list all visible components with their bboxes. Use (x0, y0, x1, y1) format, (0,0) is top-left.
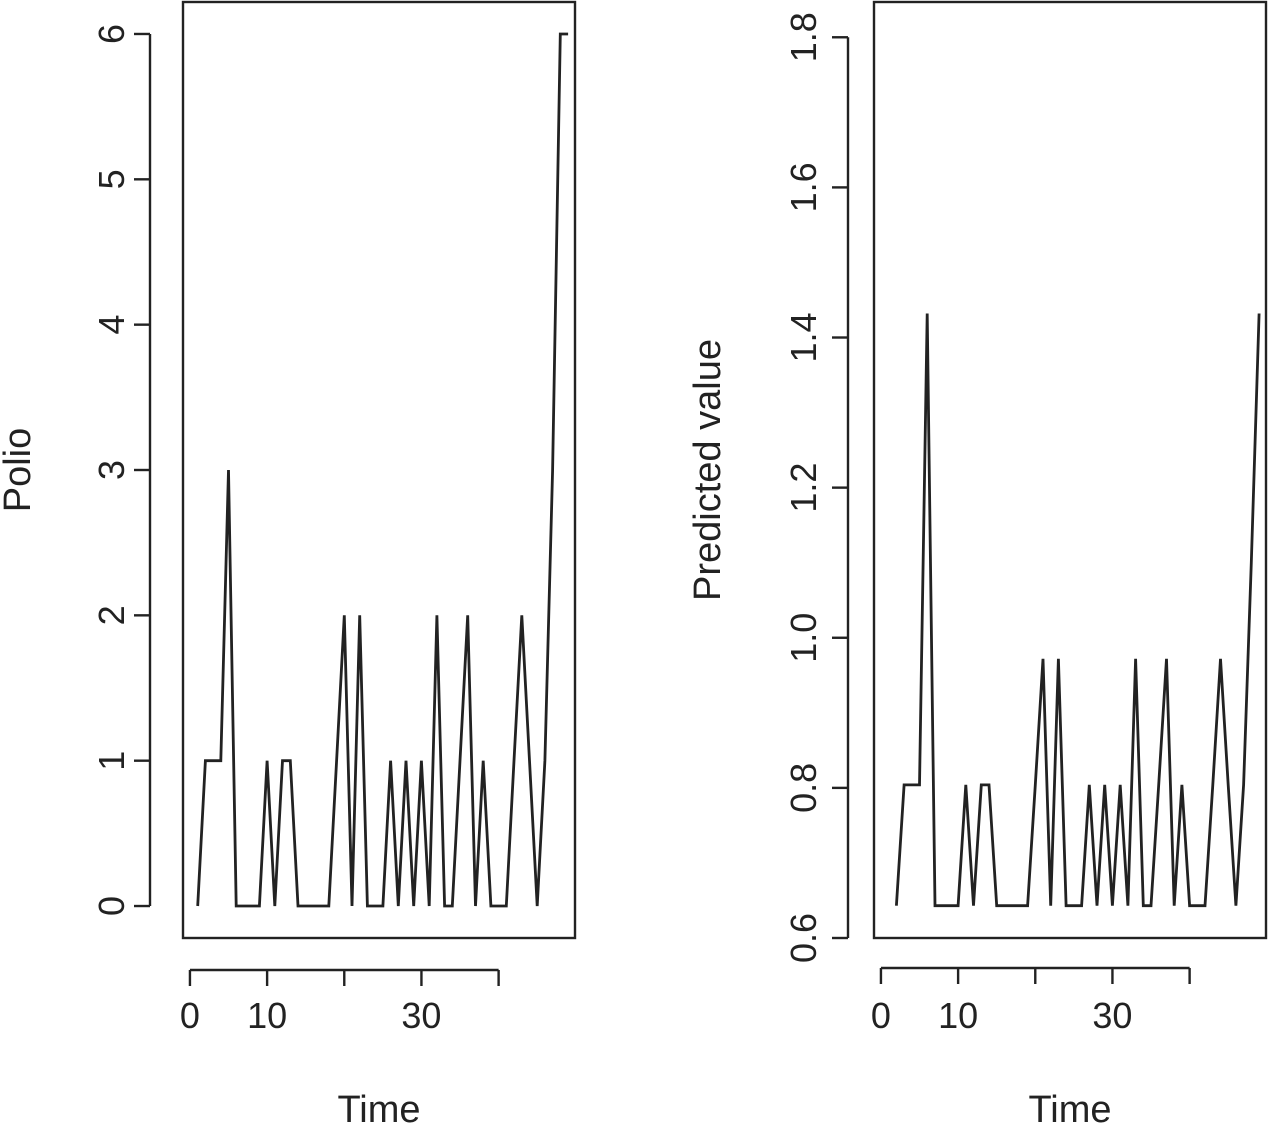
x-axis-label: Time (1028, 1089, 1111, 1123)
x-tick-label: 10 (938, 995, 978, 1036)
y-tick-label: 1 (91, 751, 132, 771)
y-tick-label: 0.8 (783, 763, 824, 813)
x-tick-label: 30 (401, 995, 441, 1036)
x-tick-label: 0 (871, 995, 891, 1036)
y-tick-label: 1.4 (783, 312, 824, 362)
x-tick-label: 0 (180, 995, 200, 1036)
y-tick-label: 0 (91, 896, 132, 916)
x-tick-label: 30 (1092, 995, 1132, 1036)
y-tick-label: 4 (91, 315, 132, 335)
series-line (196, 32, 569, 908)
y-axis-label: Predicted value (687, 339, 729, 601)
y-tick-label: 1.6 (783, 162, 824, 212)
y-tick-label: 2 (91, 605, 132, 625)
series-line (895, 313, 1261, 908)
y-tick-label: 1.2 (783, 463, 824, 513)
x-tick-label: 10 (247, 995, 287, 1036)
y-tick-label: 1.0 (783, 613, 824, 663)
panel-polio: Polio Time 0 1 2 3 4 5 6 0 10 30 (0, 0, 577, 1123)
y-tick-label: 5 (91, 169, 132, 189)
y-tick-label: 0.6 (783, 913, 824, 963)
y-axis-label: Polio (0, 428, 39, 513)
y-tick-label: 1.8 (783, 12, 824, 62)
x-axis-label: Time (337, 1089, 420, 1123)
panel-predicted-value: Predicted value Time 0.6 0.8 1.0 1.2 1.4 1.6 1… (687, 0, 1268, 1123)
plot-frame (181, 0, 577, 940)
y-tick-label: 3 (91, 460, 132, 480)
plot-frame (872, 0, 1268, 940)
y-tick-label: 6 (91, 24, 132, 44)
